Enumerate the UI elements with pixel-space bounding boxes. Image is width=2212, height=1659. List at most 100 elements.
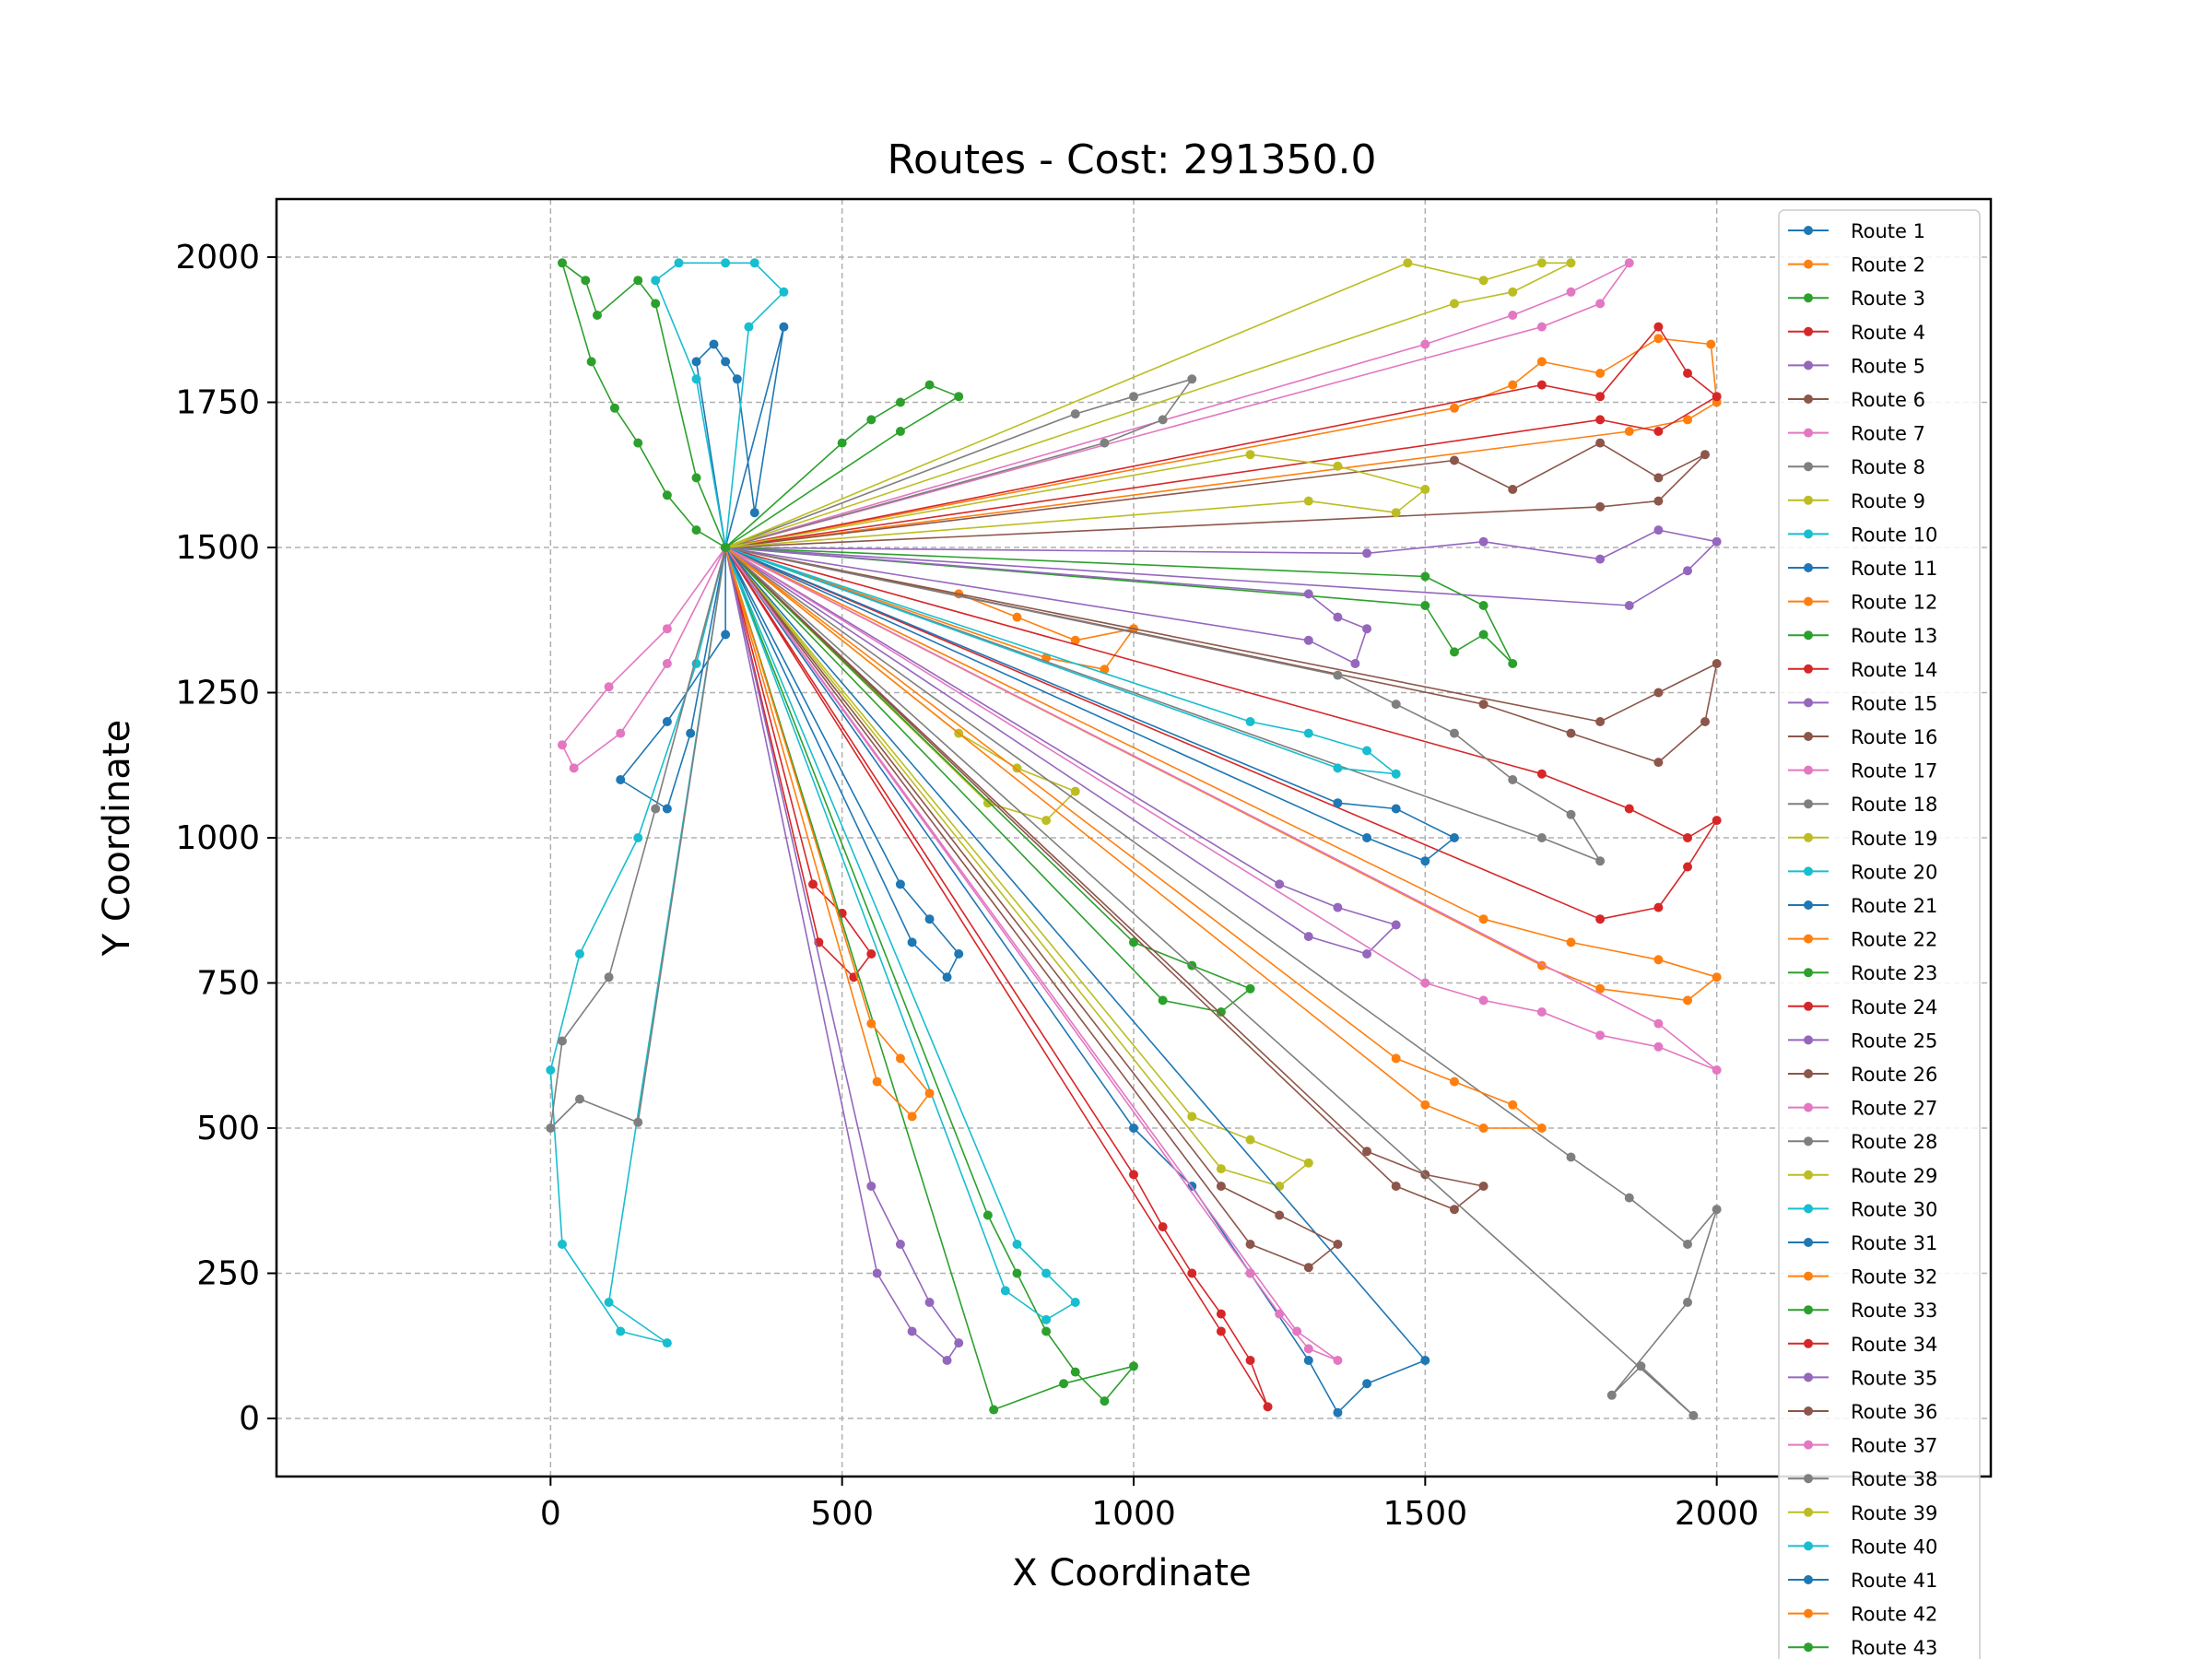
route-point: [691, 357, 701, 367]
route-point: [1216, 1326, 1226, 1336]
route-point: [721, 543, 731, 552]
route-point: [1449, 455, 1459, 465]
route-point: [1362, 548, 1372, 559]
route-point: [1041, 1326, 1052, 1336]
legend-item: Route 32: [1788, 1266, 1937, 1288]
route-point: [1712, 1205, 1722, 1215]
legend-label: Route 18: [1851, 794, 1937, 816]
legend-item: Route 39: [1788, 1502, 1937, 1524]
legend-item: Route 43: [1788, 1637, 1937, 1659]
route-point: [1478, 601, 1488, 610]
route-point: [749, 258, 759, 268]
route-point: [604, 682, 614, 692]
route-point: [1333, 670, 1343, 680]
route-point: [1653, 473, 1664, 483]
legend-item: Route 31: [1788, 1232, 1937, 1254]
legend-item: Route 16: [1788, 726, 1937, 748]
route-point: [1070, 409, 1080, 419]
route-point: [1536, 357, 1547, 367]
route-point: [709, 339, 719, 349]
legend-item: Route 18: [1788, 794, 1937, 816]
legend-item: Route 13: [1788, 625, 1937, 647]
legend-label: Route 28: [1851, 1131, 1937, 1153]
route-point: [633, 276, 643, 286]
route-point: [1566, 258, 1576, 268]
route-series-30: [546, 543, 731, 1348]
legend-label: Route 39: [1851, 1502, 1937, 1524]
route-point: [1478, 629, 1488, 640]
route-point: [924, 380, 935, 390]
route-point: [1100, 665, 1110, 675]
legend-item: Route 2: [1788, 254, 1925, 276]
route-point: [1508, 1100, 1518, 1110]
route-point: [1449, 1077, 1459, 1087]
route-point: [1100, 1396, 1110, 1406]
chart-title: Routes - Cost: 291350.0: [887, 136, 1376, 183]
y-tick-label: 1000: [175, 819, 260, 857]
route-point: [1303, 635, 1313, 645]
legend-marker: [1804, 394, 1813, 404]
legend-marker: [1804, 1372, 1813, 1382]
route-series-6: [721, 438, 1710, 552]
legend-marker: [1804, 259, 1813, 269]
legend-marker: [1804, 1001, 1813, 1011]
route-point: [1420, 856, 1430, 866]
route-point: [1362, 833, 1372, 842]
route-point: [691, 374, 701, 384]
route-point: [1245, 1356, 1255, 1365]
route-point: [1403, 258, 1413, 268]
route-point: [1595, 438, 1606, 448]
route-point: [1595, 1030, 1606, 1041]
route-point: [942, 972, 952, 982]
legend-label: Route 17: [1851, 760, 1937, 782]
route-point: [1362, 624, 1372, 634]
route-point: [1158, 415, 1168, 425]
route-point: [1595, 554, 1606, 564]
route-point: [866, 415, 877, 425]
route-point: [604, 1298, 614, 1307]
route-point: [1508, 380, 1518, 390]
legend-marker: [1804, 1170, 1813, 1180]
legend-marker: [1804, 326, 1813, 336]
route-point: [616, 1326, 626, 1336]
route-point: [558, 1240, 567, 1249]
legend-label: Route 38: [1851, 1468, 1937, 1490]
route-point: [779, 287, 789, 297]
route-point: [633, 833, 643, 842]
legend-marker: [1804, 529, 1813, 539]
legend-marker: [1804, 1507, 1813, 1517]
route-point: [1478, 995, 1488, 1006]
y-tick-label: 500: [196, 1110, 260, 1147]
y-tick-label: 0: [239, 1400, 260, 1438]
legend-marker: [1804, 1069, 1813, 1078]
legend-item: Route 17: [1788, 760, 1937, 782]
route-point: [1158, 1222, 1168, 1232]
route-point: [895, 1053, 905, 1064]
legend-label: Route 11: [1851, 558, 1937, 580]
route-point: [1624, 601, 1634, 610]
route-point: [1653, 322, 1664, 332]
legend-item: Route 20: [1788, 861, 1937, 883]
route-point: [1595, 415, 1606, 425]
route-point: [1245, 1135, 1255, 1145]
route-point: [1508, 485, 1518, 494]
route-point: [907, 1326, 917, 1336]
route-point: [1420, 571, 1430, 582]
route-point: [982, 798, 993, 808]
route-point: [1391, 1182, 1401, 1191]
route-point: [1706, 339, 1716, 349]
y-tick-label: 1750: [175, 384, 260, 422]
route-point: [1595, 983, 1606, 994]
route-point: [1653, 334, 1664, 344]
route-point: [749, 508, 759, 518]
route-point: [1712, 392, 1722, 402]
route-point: [604, 972, 614, 982]
route-point: [866, 1018, 877, 1029]
legend-item: Route 14: [1788, 659, 1937, 681]
legend-marker: [1804, 832, 1813, 842]
route-point: [686, 728, 696, 738]
route-point: [1449, 403, 1459, 413]
route-point: [1683, 833, 1693, 842]
route-point: [1478, 536, 1488, 547]
